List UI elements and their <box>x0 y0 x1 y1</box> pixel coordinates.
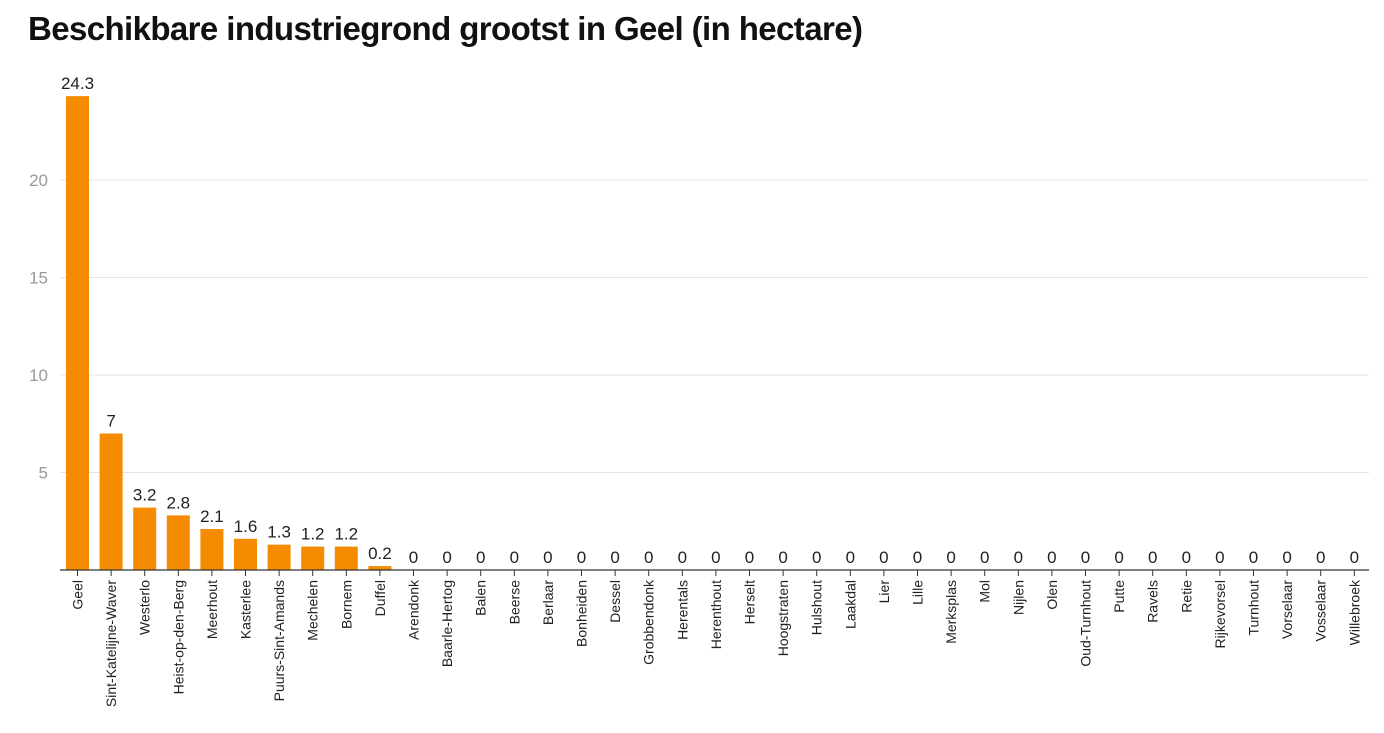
bar <box>99 433 123 570</box>
data-label: 0 <box>946 548 955 567</box>
data-label: 0 <box>1249 548 1258 567</box>
x-tick-label: Arendonk <box>406 579 422 640</box>
x-tick-label: Oud-Turnhout <box>1078 580 1094 667</box>
bar <box>166 515 190 570</box>
bar <box>301 546 325 570</box>
x-tick-label: Putte <box>1111 580 1127 613</box>
x-tick-label: Dessel <box>607 580 623 623</box>
x-tick-label: Westerlo <box>137 580 153 635</box>
data-label: 0 <box>846 548 855 567</box>
x-tick-label: Vorselaar <box>1279 580 1295 639</box>
x-tick-label: Merksplas <box>943 580 959 644</box>
data-label: 0 <box>1014 548 1023 567</box>
x-tick-label: Lille <box>910 580 926 605</box>
data-label: 0 <box>711 548 720 567</box>
data-label: 0 <box>778 548 787 567</box>
data-label: 0 <box>1081 548 1090 567</box>
bar <box>368 566 392 570</box>
data-label: 0 <box>442 548 451 567</box>
data-label: 0 <box>980 548 989 567</box>
data-label: 1.2 <box>301 525 325 544</box>
x-tick-label: Hulshout <box>809 580 825 635</box>
x-tick-label: Herentals <box>674 580 690 640</box>
x-tick-label: Rijkevorsel <box>1212 580 1228 648</box>
data-label: 1.6 <box>234 517 258 536</box>
data-label: 0 <box>913 548 922 567</box>
data-label: 0 <box>510 548 519 567</box>
x-tick-label: Meerhout <box>204 580 220 639</box>
bar <box>334 546 358 570</box>
x-tick-label: Vosselaar <box>1313 580 1329 642</box>
x-tick-label: Mol <box>977 580 993 603</box>
data-label: 0 <box>577 548 586 567</box>
x-tick-label: Kasterlee <box>238 580 254 639</box>
bar <box>234 538 257 570</box>
x-tick-label: Laakdal <box>842 580 858 629</box>
data-label: 0 <box>1282 548 1291 567</box>
x-tick-label: Grobbendonk <box>641 579 657 665</box>
bar <box>267 544 291 570</box>
data-label: 0 <box>812 548 821 567</box>
y-tick-label: 5 <box>39 464 48 483</box>
data-label: 0 <box>678 548 687 567</box>
data-label: 0 <box>644 548 653 567</box>
x-tick-label: Bornem <box>338 580 354 629</box>
data-label: 0 <box>1047 548 1056 567</box>
bar <box>133 507 157 570</box>
data-label: 24.3 <box>61 74 94 93</box>
x-tick-label: Balen <box>473 580 489 616</box>
x-tick-label: Lier <box>876 580 892 604</box>
data-label: 2.1 <box>200 507 224 526</box>
x-tick-label: Berlaar <box>540 580 556 625</box>
data-label: 0 <box>1182 548 1191 567</box>
x-tick-label: Duffel <box>372 580 388 616</box>
data-label: 0 <box>1316 548 1325 567</box>
data-label: 0.2 <box>368 544 392 563</box>
x-tick-label: Mechelen <box>305 580 321 641</box>
x-tick-label: Heist-op-den-Berg <box>170 580 186 694</box>
y-tick-label: 10 <box>29 366 48 385</box>
x-tick-label: Retie <box>1178 580 1194 613</box>
x-tick-label: Herenthout <box>708 580 724 649</box>
data-label: 0 <box>745 548 754 567</box>
data-label: 1.3 <box>267 523 291 542</box>
data-label: 0 <box>1350 548 1359 567</box>
x-tick-label: Ravels <box>1145 580 1161 623</box>
data-label: 0 <box>1215 548 1224 567</box>
x-tick-label: Herselt <box>742 580 758 624</box>
y-tick-label: 20 <box>29 171 48 190</box>
y-tick-label: 15 <box>29 269 48 288</box>
x-tick-label: Puurs-Sint-Amands <box>271 580 287 701</box>
data-label: 0 <box>1114 548 1123 567</box>
chart-title: Beschikbare industriegrond grootst in Ge… <box>28 10 863 47</box>
x-tick-label: Bonheiden <box>574 580 590 647</box>
x-tick-label: Hoogstraten <box>775 580 791 656</box>
data-label: 3.2 <box>133 486 157 505</box>
x-tick-label: Turnhout <box>1246 580 1262 636</box>
x-tick-label: Baarle-Hertog <box>439 580 455 667</box>
data-label: 7 <box>106 412 115 431</box>
x-tick-label: Geel <box>70 580 86 610</box>
data-label: 2.8 <box>166 493 190 512</box>
data-label: 0 <box>409 548 418 567</box>
bar <box>200 529 224 570</box>
bar <box>66 96 89 571</box>
data-label: 0 <box>610 548 619 567</box>
x-tick-label: Sint-Katelijne-Waver <box>103 580 119 707</box>
data-label: 0 <box>543 548 552 567</box>
x-tick-label: Olen <box>1044 580 1060 610</box>
x-tick-label: Nijlen <box>1010 580 1026 615</box>
data-label: 1.2 <box>334 525 358 544</box>
x-tick-label: Willebroek <box>1346 579 1362 645</box>
x-tick-label: Beerse <box>506 580 522 625</box>
data-label: 0 <box>879 548 888 567</box>
data-label: 0 <box>1148 548 1157 567</box>
data-label: 0 <box>476 548 485 567</box>
